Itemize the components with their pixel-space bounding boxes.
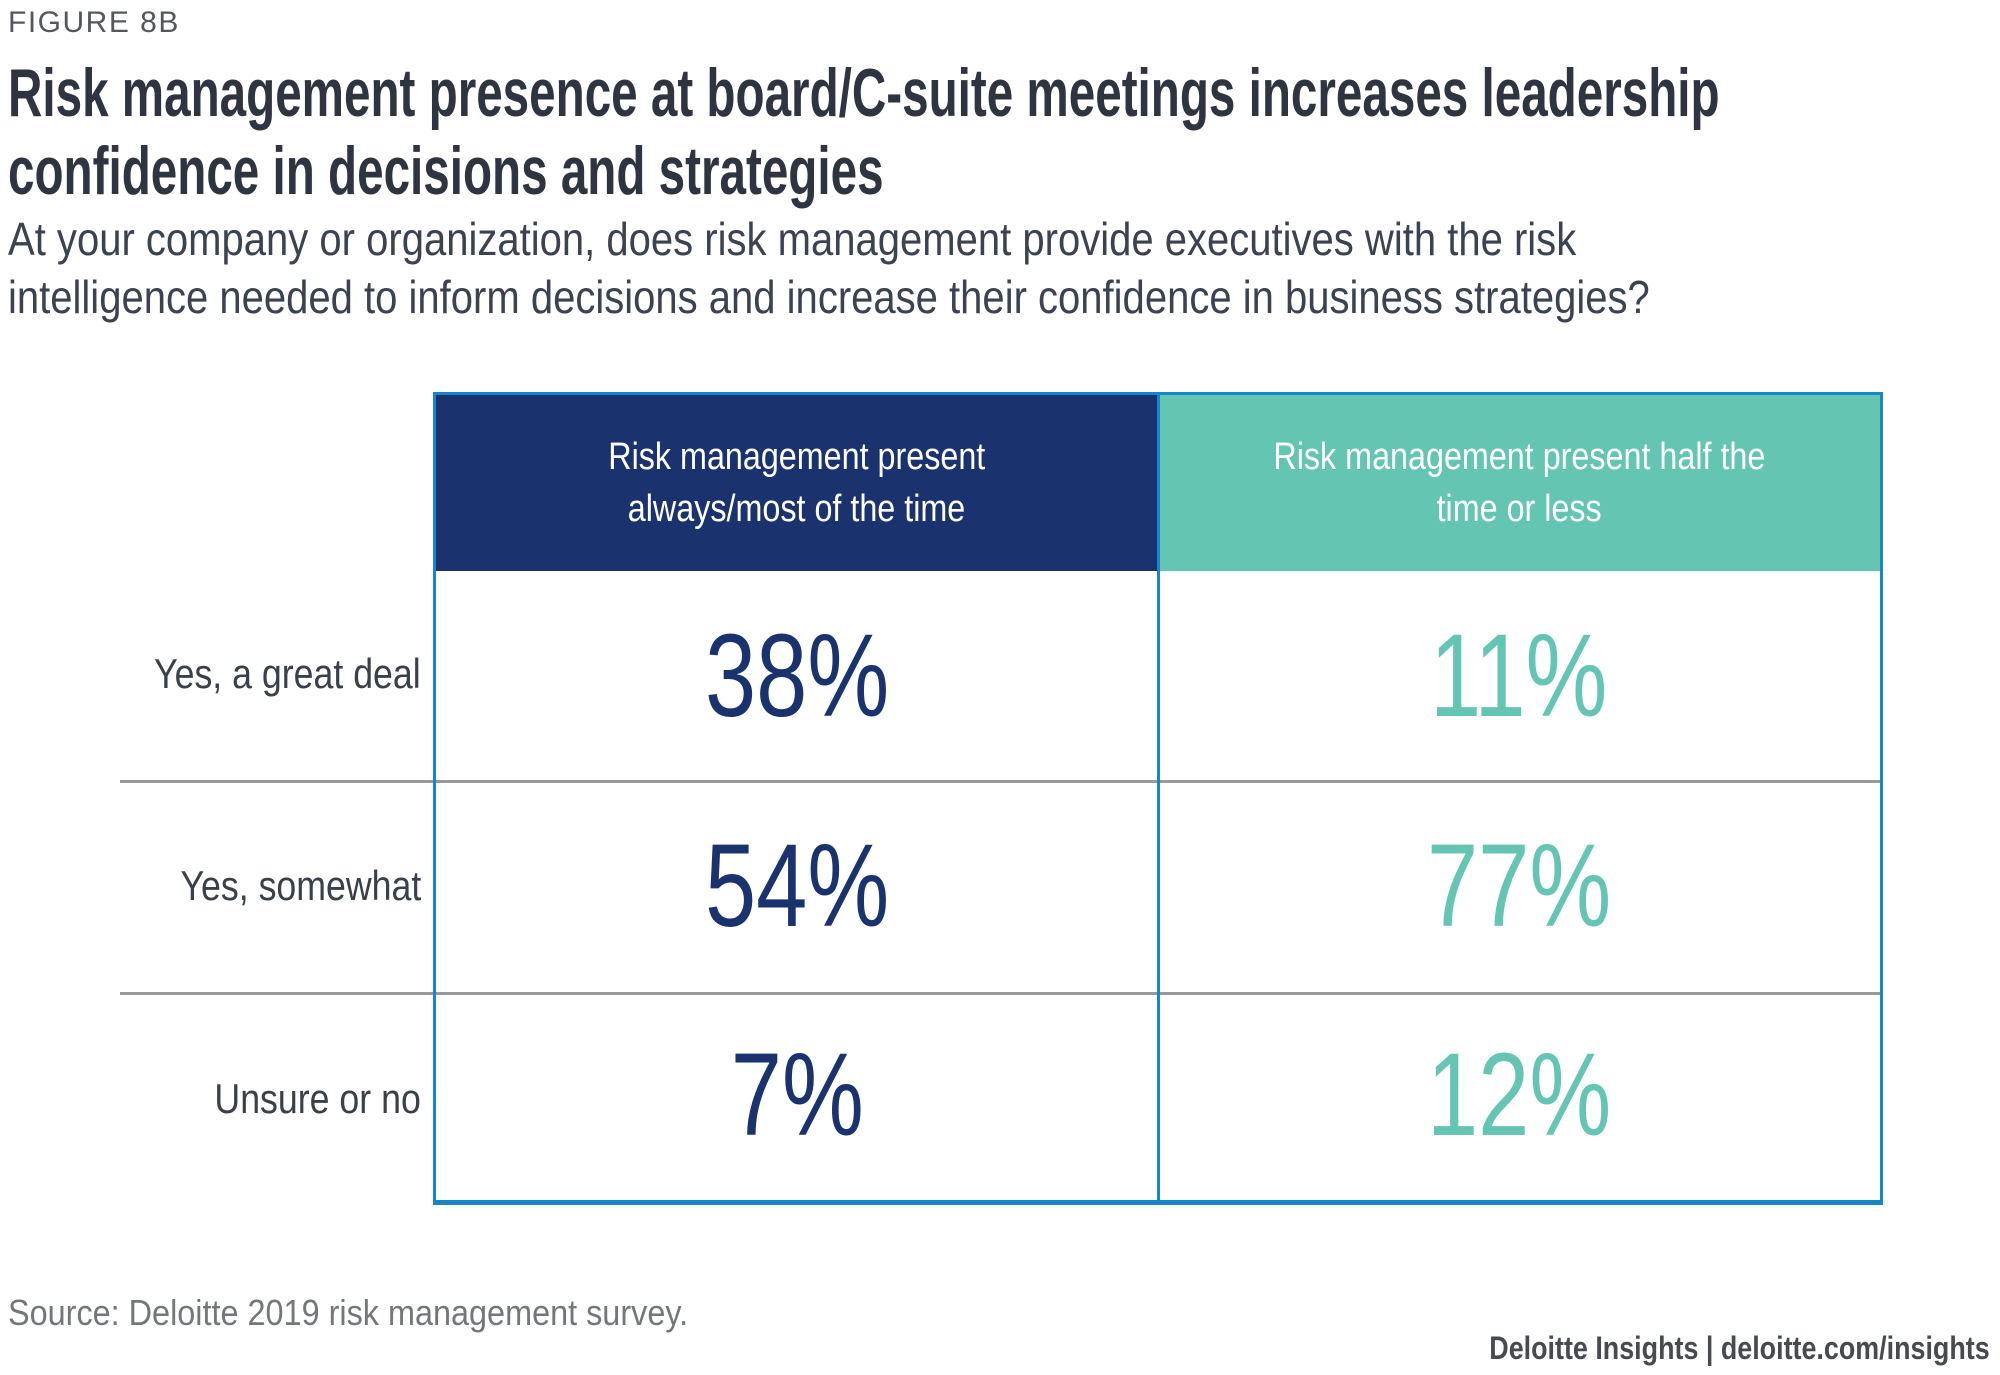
figure-title-line-2: confidence in decisions and strategies [8,133,884,209]
table-header-row: Risk management present always/most of t… [436,395,1880,571]
row-divider-1 [120,780,1883,783]
row-label-yes-somewhat: Yes, somewhat [180,862,421,910]
cell-always-yes-great-deal: 38% [704,609,890,742]
figure-subtitle: At your company or organization, does ri… [8,210,1895,326]
row-divider-2 [120,992,1883,995]
cell-half-yes-somewhat: 77% [1426,819,1612,952]
data-table: Risk management present always/most of t… [433,392,1883,1205]
figure-title: Risk management presence at board/C-suit… [8,54,2000,210]
cell-half-unsure-or-no: 12% [1426,1029,1612,1162]
figure-label: FIGURE 8B [8,6,180,39]
footer-branding: Deloitte Insights | deloitte.com/insight… [1489,1330,1990,1366]
row-label-yes-great-deal: Yes, a great deal [154,650,421,698]
row-label-unsure-or-no: Unsure or no [214,1074,421,1122]
table-row-yes-somewhat: 54% 77% [436,781,1880,991]
cell-always-yes-somewhat: 54% [704,819,890,952]
column-divider [1156,395,1160,1200]
figure-subtitle-line-1: At your company or organization, does ri… [8,213,1577,265]
figure-title-line-1: Risk management presence at board/C-suit… [8,55,1720,131]
cell-half-yes-great-deal: 11% [1430,609,1608,742]
cell-always-unsure-or-no: 7% [730,1029,864,1162]
column-header-half-or-less: Risk management present half the time or… [1158,395,1880,571]
column-header-always-most: Risk management present always/most of t… [436,395,1158,571]
table-row-unsure-or-no: 7% 12% [436,990,1880,1200]
figure-subtitle-line-2: intelligence needed to inform decisions … [8,271,1650,323]
source-note: Source: Deloitte 2019 risk management su… [8,1292,689,1333]
table-body: 38% 11% 54% 77% 7% 12% [436,571,1880,1200]
table-row-yes-great-deal: 38% 11% [436,571,1880,781]
row-label-column: Yes, a great deal Yes, somewhat Unsure o… [0,568,426,1205]
